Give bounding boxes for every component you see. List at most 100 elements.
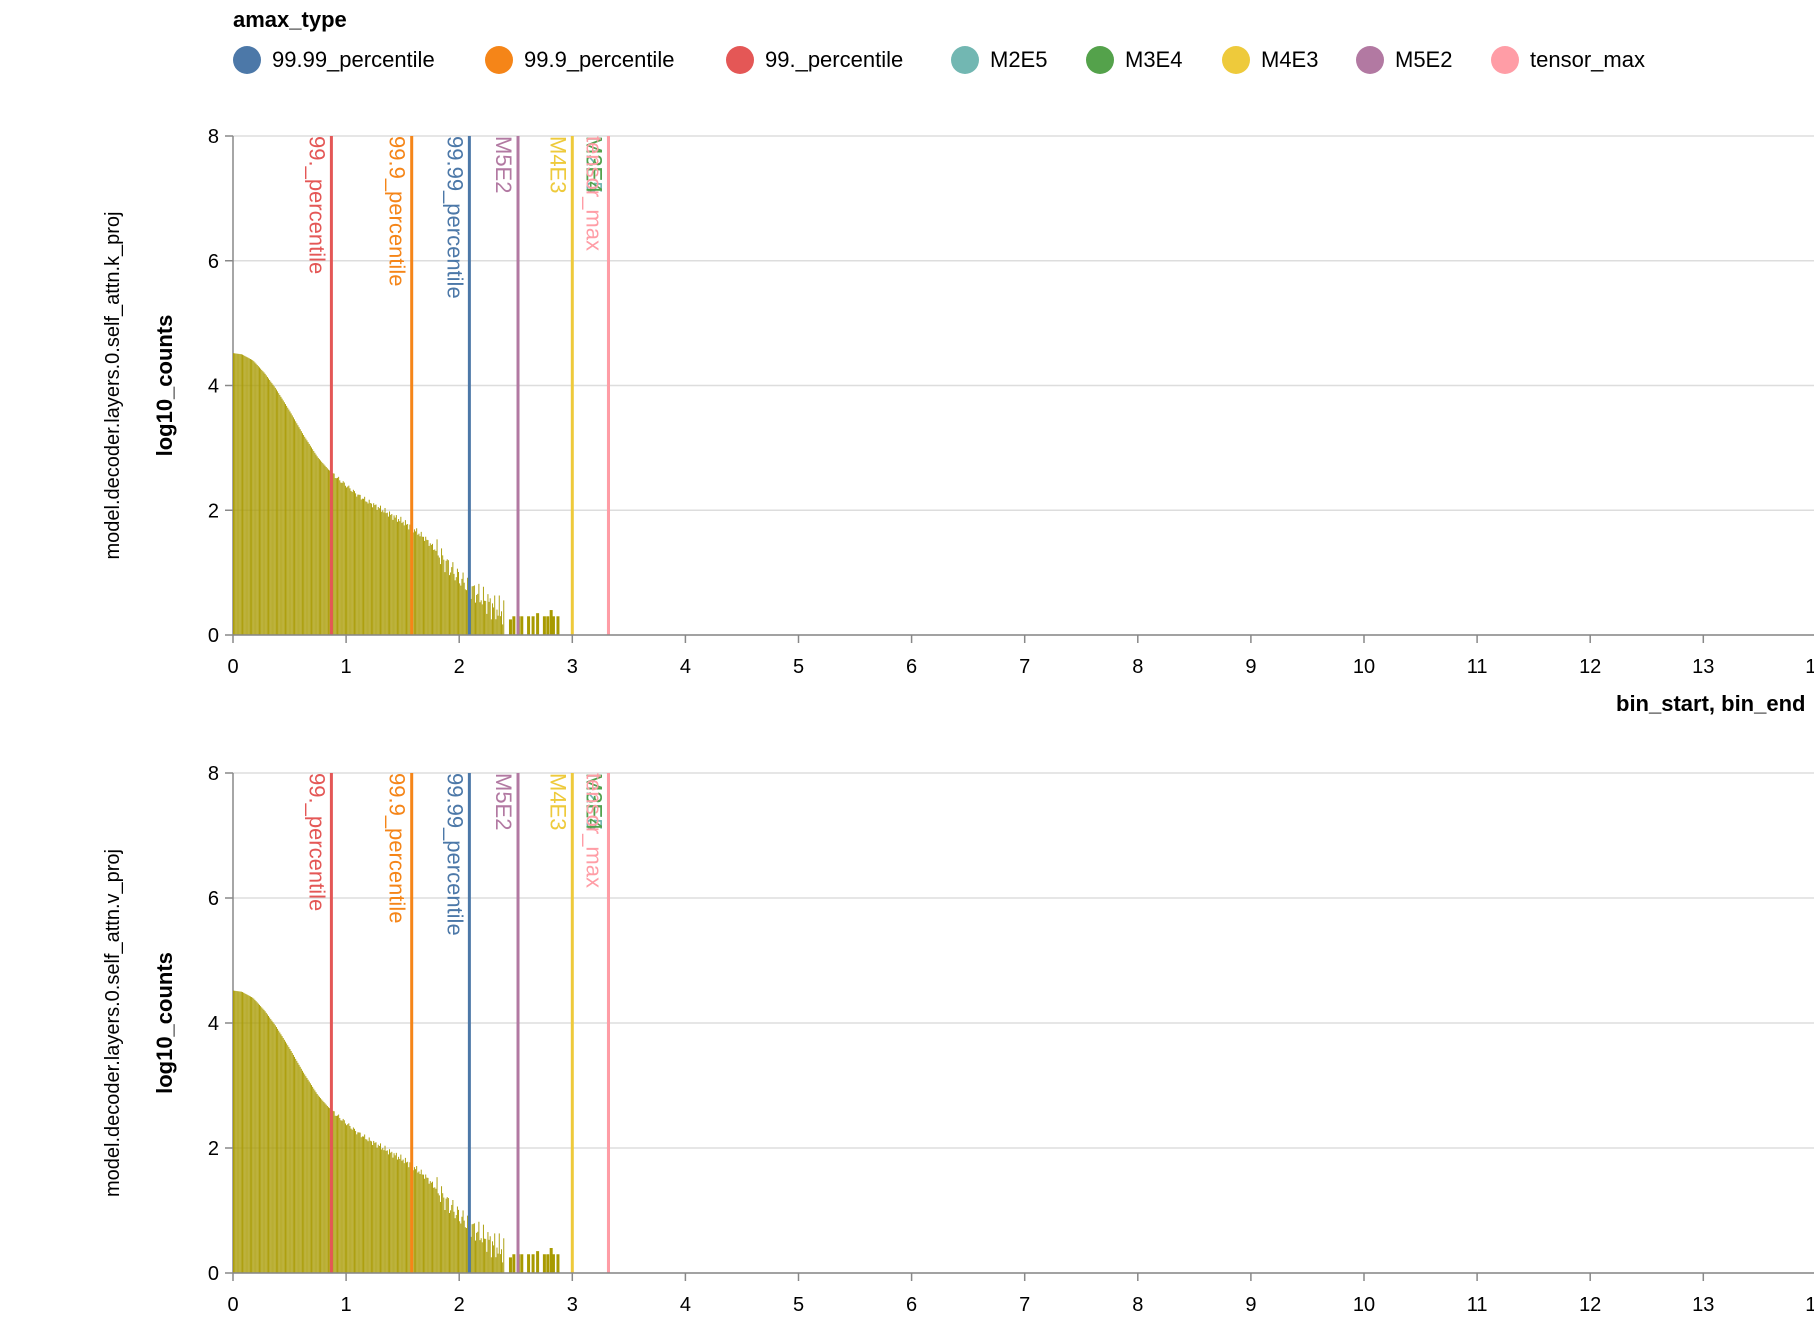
histogram-bar — [332, 1110, 334, 1273]
histogram-bar — [416, 1166, 418, 1273]
histogram-bar — [427, 1177, 429, 1273]
histogram-bar — [481, 1242, 483, 1273]
histogram-bar — [497, 615, 499, 635]
histogram-bar — [337, 477, 338, 635]
histogram-bar — [481, 604, 483, 635]
histogram-bar — [385, 1150, 387, 1273]
histogram-bar — [237, 353, 239, 635]
y-axis-title: log10_counts — [152, 952, 177, 1094]
histogram-bar — [400, 1154, 402, 1273]
histogram-bar — [412, 532, 414, 635]
histogram-bar — [376, 1147, 378, 1273]
histogram-bar — [248, 995, 250, 1273]
histogram-bar — [462, 572, 464, 635]
histogram-bar — [318, 459, 320, 635]
histogram-bar — [415, 531, 417, 635]
legend-item: 99._percentile — [726, 46, 903, 74]
histogram-bar — [312, 1086, 314, 1273]
histogram-bar — [295, 421, 297, 635]
histogram-bar — [392, 1157, 394, 1273]
x-tick-label: 12 — [1579, 656, 1601, 678]
histogram-bar — [436, 1177, 438, 1273]
histogram-bar — [520, 1254, 524, 1273]
histogram-bar — [242, 992, 243, 1273]
histogram-bar — [429, 1181, 431, 1273]
histogram-bar — [254, 999, 256, 1273]
histogram-bar — [476, 594, 478, 635]
legend: amax_type 99.99_percentile 99.9_percentil… — [233, 7, 1645, 74]
histogram-bar — [340, 1120, 342, 1273]
histogram-bar — [454, 1218, 456, 1273]
histogram-bar — [239, 991, 241, 1273]
histogram-bar — [264, 373, 266, 635]
histogram-bar — [435, 550, 437, 635]
histogram-bar — [401, 522, 403, 635]
x-tick-label: 0 — [227, 656, 238, 678]
histogram-bar — [344, 485, 346, 635]
histogram-bar — [385, 513, 387, 635]
rule-label: M2E5 — [581, 773, 606, 830]
histogram-bar — [382, 1148, 384, 1273]
rule-label: tensor_max — [581, 773, 606, 888]
rule-label: 99.9_percentile — [385, 773, 410, 923]
histogram-bar — [322, 1100, 324, 1273]
histogram-bar — [512, 616, 516, 635]
x-tick-label: 8 — [1132, 656, 1143, 678]
histogram-bar — [443, 559, 445, 635]
histogram-bar — [423, 1174, 424, 1273]
histogram-bar — [285, 404, 286, 635]
histogram-bar — [542, 1254, 546, 1273]
histogram-bar — [368, 1137, 370, 1273]
legend-items: 99.99_percentile 99.9_percentile 99._perce… — [233, 46, 1645, 74]
row-title: model.decoder.layers.0.self_attn.v_proj — [102, 849, 124, 1197]
rule-label: tensor_max — [581, 136, 606, 251]
y-tick-label: 6 — [208, 251, 219, 273]
legend-label: M5E2 — [1395, 47, 1452, 72]
histogram-bar — [465, 1228, 467, 1273]
histogram-bar — [290, 1050, 292, 1273]
histogram-bar — [461, 578, 463, 635]
histogram-bar — [472, 1223, 474, 1273]
histogram-bar — [451, 567, 453, 635]
histogram-bar — [536, 613, 540, 635]
rule-label: 99.9_percentile — [385, 136, 410, 286]
histogram-bar — [344, 1123, 346, 1273]
x-tick-label: 2 — [454, 656, 465, 678]
x-tick-label: 9 — [1245, 1294, 1256, 1316]
histogram-bar — [443, 1197, 445, 1273]
histogram-bar — [239, 354, 241, 635]
histogram-bar — [442, 555, 444, 635]
legend-swatch — [233, 46, 261, 74]
histogram-bar — [259, 1004, 260, 1273]
x-tick-label: 14 — [1805, 656, 1814, 678]
rule-label: 99.99_percentile — [442, 136, 467, 299]
histogram-bar — [460, 1223, 462, 1273]
histogram-bar — [361, 498, 363, 635]
legend-item: M5E2 — [1356, 46, 1452, 74]
histogram-bar — [413, 529, 415, 635]
histogram-bar — [412, 1170, 414, 1273]
legend-item: tensor_max — [1491, 46, 1645, 74]
histogram-bar — [433, 1187, 435, 1273]
histogram-bar — [338, 476, 340, 635]
histogram-bar — [315, 1092, 317, 1273]
histogram-bar — [329, 470, 331, 635]
histogram-bar — [459, 1221, 461, 1273]
legend-swatch — [1356, 46, 1384, 74]
x-axis-title: bin_start, bin_end — [1616, 691, 1805, 716]
histogram-bar — [488, 601, 490, 635]
histogram-bar — [298, 427, 300, 635]
rule-label: M2E5 — [581, 136, 606, 193]
histogram-bar — [369, 1140, 371, 1273]
histogram-bar — [308, 443, 310, 635]
histogram-bar — [406, 524, 407, 635]
histogram-bar — [470, 1236, 472, 1273]
histogram-bar — [314, 452, 316, 635]
histogram-bar — [437, 555, 439, 635]
x-tick-label: 12 — [1579, 1294, 1601, 1316]
histogram-bar — [291, 1052, 293, 1273]
x-tick-label: 14 — [1805, 1294, 1814, 1316]
rule-label: M3E4 — [581, 773, 606, 830]
histogram-bar — [270, 381, 272, 635]
histogram-bar — [288, 1047, 290, 1273]
